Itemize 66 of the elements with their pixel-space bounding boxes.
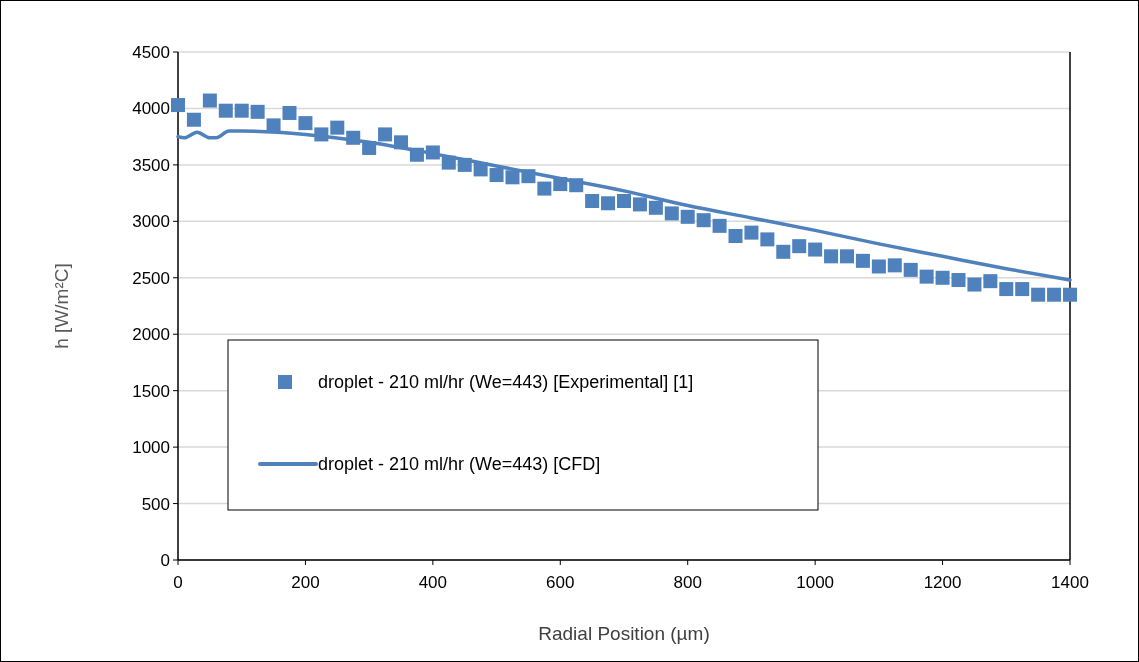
point [601, 196, 616, 211]
point [632, 197, 647, 212]
x-tick-label: 200 [291, 573, 320, 592]
x-tick-label: 0 [173, 573, 183, 592]
point [250, 104, 265, 119]
y-tick-label: 3000 [132, 212, 170, 232]
point [808, 242, 823, 257]
y-tick-label: 0 [160, 550, 170, 570]
point [776, 244, 791, 259]
y-tick-label: 2000 [132, 325, 170, 345]
point [505, 170, 520, 185]
point [887, 258, 902, 273]
point [744, 225, 759, 240]
point [298, 116, 313, 131]
legend-label: droplet - 210 ml/hr (We=443) [Experimental] [1] [318, 372, 694, 393]
point [840, 249, 854, 264]
point [585, 194, 600, 209]
point [792, 239, 807, 254]
point [1015, 282, 1030, 297]
y-tick-label: 2500 [132, 268, 170, 288]
point [234, 103, 249, 118]
point [967, 277, 982, 292]
x-tick-label: 1200 [923, 573, 962, 592]
x-axis-title: Radial Position (µm) [538, 623, 710, 644]
point [489, 168, 504, 183]
point [648, 200, 663, 215]
point [202, 93, 217, 108]
point [680, 209, 695, 224]
x-tick-label: 1000 [796, 573, 835, 592]
point [696, 213, 711, 228]
point [617, 194, 631, 209]
point [218, 103, 233, 118]
x-tick-label: 400 [418, 573, 448, 592]
point [330, 120, 345, 135]
y-tick-label: 4500 [132, 42, 170, 62]
point [855, 253, 870, 268]
y-axis-title: h [W/m²C] [51, 263, 72, 349]
y-tick-label: 1000 [132, 438, 170, 458]
y-tick-label: 4000 [132, 99, 170, 119]
point [760, 232, 775, 247]
y-tick-label: 3500 [132, 155, 170, 175]
point [919, 269, 934, 284]
point [951, 273, 966, 288]
point [903, 262, 918, 277]
point [728, 229, 743, 244]
point [664, 206, 679, 221]
x-tick-label: 800 [673, 573, 702, 592]
point [378, 127, 393, 142]
x-tick-label: 600 [546, 573, 575, 592]
legend-label: droplet - 210 ml/hr (We=443) [CFD] [318, 454, 601, 475]
point [1031, 287, 1046, 302]
point [935, 270, 950, 285]
point [824, 249, 839, 264]
y-tick-label: 500 [141, 494, 170, 514]
point [871, 259, 886, 274]
point [171, 98, 185, 113]
point [1063, 287, 1077, 302]
y-tick-label: 1500 [132, 381, 170, 401]
point [186, 112, 201, 127]
x-tick-label: 1400 [1051, 573, 1089, 592]
point [537, 181, 552, 196]
point [1047, 287, 1062, 302]
point [983, 274, 998, 289]
point [999, 282, 1014, 297]
point [282, 105, 297, 120]
point [712, 218, 727, 233]
